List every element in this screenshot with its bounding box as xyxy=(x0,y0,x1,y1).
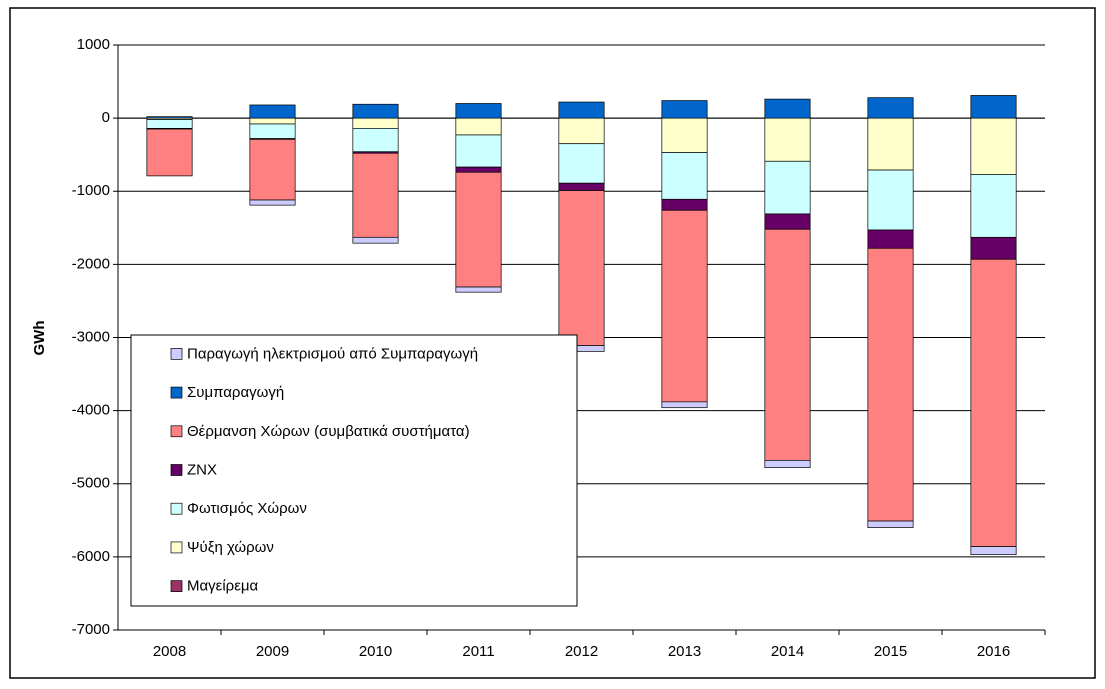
bar-segment xyxy=(455,171,502,288)
y-tick-label: -2000 xyxy=(72,255,110,272)
legend-label: Συμπαραγωγή xyxy=(187,384,284,401)
x-tick-label: 2016 xyxy=(977,643,1010,660)
bar-segment xyxy=(352,128,399,153)
bar-segment xyxy=(764,460,811,469)
bar-segment xyxy=(867,117,914,171)
bar-segment xyxy=(970,117,1017,175)
bar-segment xyxy=(764,228,811,461)
x-tick-label: 2011 xyxy=(462,643,494,660)
bar-segment xyxy=(249,104,296,119)
legend-label: Θέρμανση Χώρων (συμβατικά συστήματα) xyxy=(187,423,470,440)
bar-segment xyxy=(970,546,1017,556)
bar-segment xyxy=(455,103,502,119)
y-tick-label: 0 xyxy=(102,109,110,126)
x-tick-label: 2015 xyxy=(874,643,907,660)
legend-swatch xyxy=(170,580,183,592)
y-tick-label: -3000 xyxy=(72,328,110,345)
legend-swatch xyxy=(170,541,183,554)
bar-segment xyxy=(867,247,914,522)
bar-segment xyxy=(764,160,811,215)
bar-segment xyxy=(970,236,1017,260)
legend-box xyxy=(130,334,578,607)
bar-segment xyxy=(249,138,296,201)
x-tick-label: 2013 xyxy=(668,643,701,660)
bar-segment xyxy=(352,117,399,129)
bar-segment xyxy=(867,169,914,231)
x-tick-label: 2010 xyxy=(359,643,392,660)
legend-label: Ψύξη χώρων xyxy=(187,539,274,556)
bar-segment xyxy=(558,182,605,191)
bar-segment xyxy=(146,116,193,119)
bar-segment xyxy=(455,166,502,173)
bar-segment xyxy=(558,117,605,145)
x-tick-label: 2014 xyxy=(771,643,804,660)
bar-segment xyxy=(661,117,708,153)
legend-swatch xyxy=(170,502,183,515)
bar-segment xyxy=(455,134,502,168)
bar-segment xyxy=(661,198,708,211)
bar-segment xyxy=(867,97,914,119)
bar-segment xyxy=(661,209,708,403)
bar-segment xyxy=(764,117,811,162)
bar-segment xyxy=(558,190,605,346)
y-tick-label: -7000 xyxy=(72,621,110,638)
bar-segment xyxy=(455,286,502,293)
bar-segment xyxy=(661,401,708,409)
bar-segment xyxy=(764,213,811,230)
bar-segment xyxy=(970,174,1017,238)
x-tick-label: 2008 xyxy=(153,643,186,660)
legend-swatch xyxy=(170,464,183,476)
bar-segment xyxy=(867,520,914,528)
legend-label: Φωτισμός Χώρων xyxy=(187,500,307,517)
bar-segment xyxy=(249,199,296,206)
bar-segment xyxy=(970,95,1017,119)
y-tick-label: -1000 xyxy=(72,182,110,199)
y-axis-label: GWh xyxy=(31,321,48,356)
y-tick-label: -6000 xyxy=(72,548,110,565)
y-tick-label: 1000 xyxy=(77,36,110,53)
bar-segment xyxy=(146,128,193,177)
bar-segment xyxy=(661,100,708,119)
bar-segment xyxy=(146,119,193,129)
bar-segment xyxy=(764,98,811,119)
bar-segment xyxy=(249,117,296,125)
bar-segment xyxy=(352,103,399,119)
legend-swatch xyxy=(170,386,183,399)
bar-segment xyxy=(970,258,1017,547)
x-tick-label: 2012 xyxy=(565,643,598,660)
bar-segment xyxy=(455,117,502,136)
x-tick-label: 2009 xyxy=(256,643,289,660)
legend-swatch xyxy=(170,348,183,360)
bar-segment xyxy=(661,152,708,200)
bar-segment xyxy=(558,143,605,184)
bar-segment xyxy=(558,101,605,119)
bar-segment xyxy=(249,123,296,139)
legend-label: Μαγείρεμα xyxy=(187,578,259,595)
legend-swatch xyxy=(170,425,183,438)
legend-label: ZNX xyxy=(187,461,217,478)
legend-label: Παραγωγή ηλεκτρισμού από Συμπαραγωγή xyxy=(187,345,478,362)
bar-segment xyxy=(352,152,399,238)
bar-segment xyxy=(352,236,399,244)
y-tick-label: -4000 xyxy=(72,402,110,419)
y-tick-label: -5000 xyxy=(72,475,110,492)
bar-segment xyxy=(867,229,914,249)
